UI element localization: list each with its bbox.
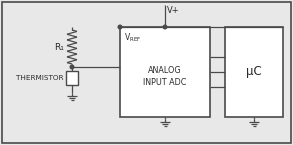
Text: R₁: R₁ xyxy=(54,42,64,51)
Circle shape xyxy=(163,25,167,29)
Text: THERMISTOR: THERMISTOR xyxy=(16,75,64,81)
Text: V$_{\mathregular{REF}}$: V$_{\mathregular{REF}}$ xyxy=(124,31,141,44)
Text: V+: V+ xyxy=(167,6,180,15)
Text: ANALOG
INPUT ADC: ANALOG INPUT ADC xyxy=(143,66,187,87)
Text: μC: μC xyxy=(246,66,262,78)
Circle shape xyxy=(70,65,74,69)
Circle shape xyxy=(118,25,122,29)
Bar xyxy=(120,27,210,117)
Bar xyxy=(66,71,78,85)
Bar xyxy=(225,27,283,117)
